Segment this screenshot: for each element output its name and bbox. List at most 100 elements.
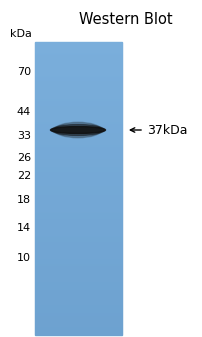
Bar: [35, 163, 121, 164]
Bar: [35, 223, 121, 224]
Bar: [35, 301, 121, 302]
Bar: [35, 250, 121, 251]
Bar: [35, 198, 121, 199]
Bar: [35, 227, 121, 228]
Bar: [35, 43, 121, 44]
Bar: [35, 48, 121, 49]
Text: 37kDa: 37kDa: [146, 123, 187, 136]
Bar: [35, 52, 121, 53]
Bar: [35, 234, 121, 235]
Bar: [35, 330, 121, 331]
Bar: [35, 55, 121, 56]
Bar: [35, 77, 121, 78]
Bar: [35, 91, 121, 92]
Bar: [35, 218, 121, 219]
Bar: [35, 164, 121, 165]
Bar: [35, 78, 121, 79]
Bar: [35, 75, 121, 76]
Bar: [35, 300, 121, 301]
Bar: [35, 101, 121, 102]
Bar: [35, 88, 121, 89]
Bar: [35, 200, 121, 201]
Bar: [35, 208, 121, 209]
Bar: [35, 105, 121, 106]
Bar: [35, 104, 121, 105]
Text: 33: 33: [17, 131, 31, 141]
Bar: [35, 263, 121, 264]
Bar: [35, 209, 121, 210]
Bar: [35, 244, 121, 245]
Bar: [35, 159, 121, 160]
Bar: [35, 53, 121, 54]
Text: 26: 26: [17, 153, 31, 163]
Bar: [35, 236, 121, 237]
Bar: [35, 170, 121, 171]
Bar: [35, 187, 121, 188]
Bar: [35, 280, 121, 281]
Bar: [35, 309, 121, 310]
Bar: [35, 171, 121, 172]
Bar: [35, 284, 121, 285]
Bar: [35, 136, 121, 137]
Bar: [35, 271, 121, 272]
Bar: [35, 60, 121, 61]
Bar: [35, 334, 121, 335]
Bar: [35, 293, 121, 294]
Bar: [35, 132, 121, 133]
Bar: [35, 324, 121, 325]
Bar: [35, 109, 121, 110]
Bar: [35, 73, 121, 74]
Bar: [35, 299, 121, 300]
Bar: [35, 258, 121, 259]
Bar: [35, 127, 121, 128]
Bar: [35, 165, 121, 166]
Bar: [35, 205, 121, 206]
Bar: [35, 79, 121, 80]
Bar: [35, 150, 121, 151]
Bar: [35, 216, 121, 217]
Bar: [35, 67, 121, 68]
Bar: [35, 116, 121, 117]
Bar: [35, 153, 121, 154]
Bar: [35, 331, 121, 332]
Bar: [35, 302, 121, 303]
Bar: [35, 262, 121, 263]
Bar: [35, 65, 121, 66]
Bar: [35, 125, 121, 126]
Bar: [35, 270, 121, 271]
Bar: [35, 137, 121, 138]
Bar: [35, 240, 121, 241]
Bar: [35, 61, 121, 62]
Bar: [35, 228, 121, 229]
Bar: [35, 47, 121, 48]
Bar: [35, 285, 121, 286]
Bar: [35, 261, 121, 262]
Bar: [35, 328, 121, 329]
Bar: [35, 146, 121, 147]
Bar: [35, 121, 121, 122]
Bar: [35, 225, 121, 226]
Bar: [35, 94, 121, 95]
Bar: [35, 135, 121, 136]
Bar: [35, 46, 121, 47]
Bar: [35, 326, 121, 327]
Bar: [35, 195, 121, 196]
Bar: [35, 66, 121, 67]
Bar: [35, 115, 121, 116]
Bar: [35, 154, 121, 155]
Bar: [35, 95, 121, 96]
Bar: [35, 166, 121, 167]
Bar: [35, 196, 121, 197]
Bar: [35, 82, 121, 83]
Bar: [35, 291, 121, 292]
Bar: [35, 264, 121, 265]
Bar: [35, 144, 121, 145]
Bar: [35, 321, 121, 322]
Bar: [35, 103, 121, 104]
Bar: [35, 305, 121, 306]
Bar: [35, 329, 121, 330]
Ellipse shape: [52, 124, 104, 135]
Bar: [35, 62, 121, 63]
Bar: [35, 257, 121, 258]
Bar: [35, 143, 121, 144]
